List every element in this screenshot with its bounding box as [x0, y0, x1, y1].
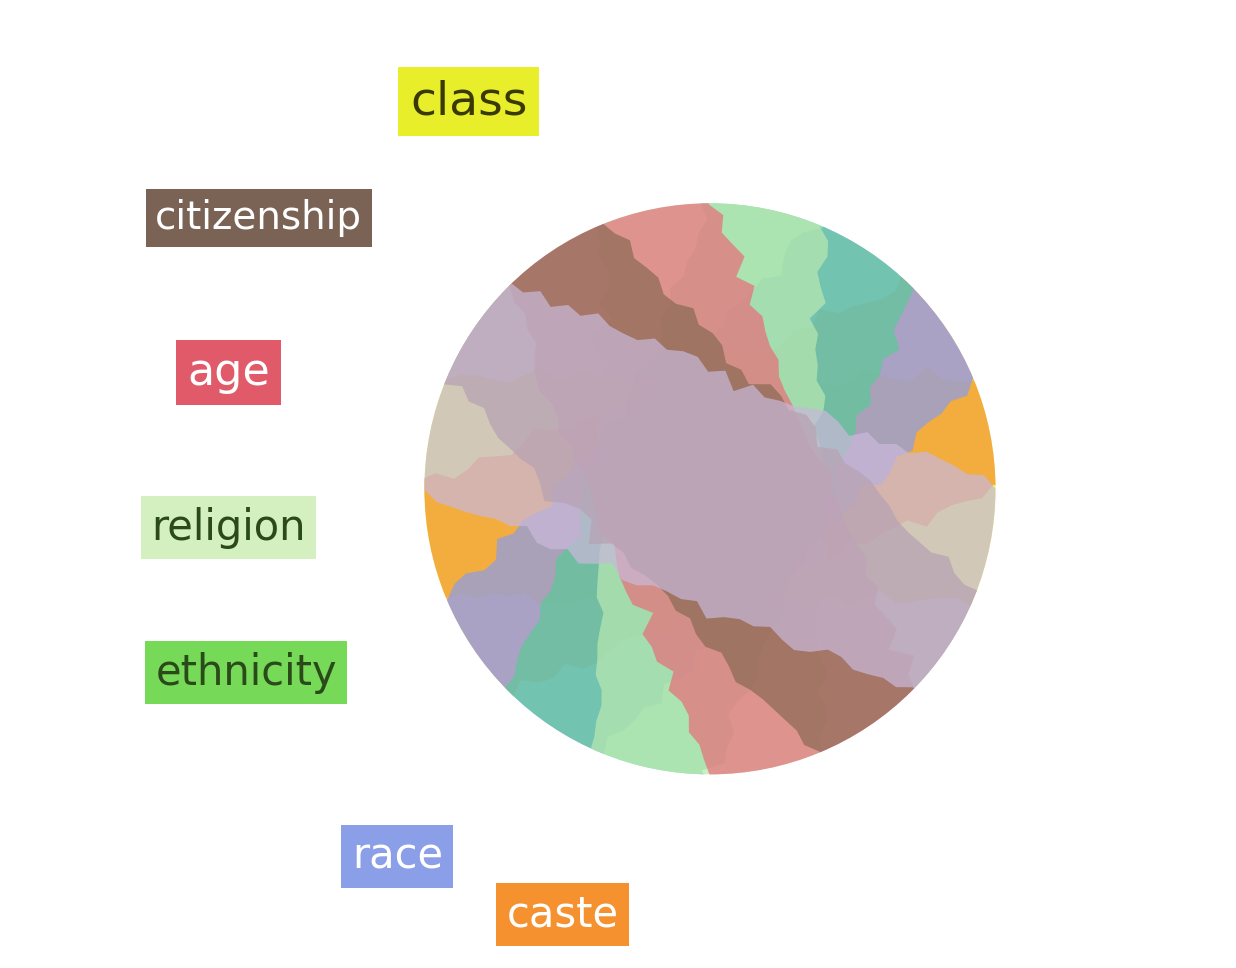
Polygon shape [487, 157, 929, 824]
Text: citizenship: citizenship [156, 198, 362, 237]
Text: religion: religion [152, 506, 307, 549]
Polygon shape [381, 270, 1038, 708]
Text: race: race [352, 835, 442, 878]
Polygon shape [389, 366, 1030, 608]
Polygon shape [410, 191, 1007, 785]
Text: caste: caste [507, 893, 619, 936]
Text: age: age [187, 351, 269, 394]
Text: class: class [410, 79, 528, 124]
Polygon shape [491, 158, 936, 821]
Text: ethnicity: ethnicity [156, 651, 337, 694]
Polygon shape [413, 193, 1009, 785]
Polygon shape [378, 262, 1039, 717]
Polygon shape [587, 165, 828, 807]
